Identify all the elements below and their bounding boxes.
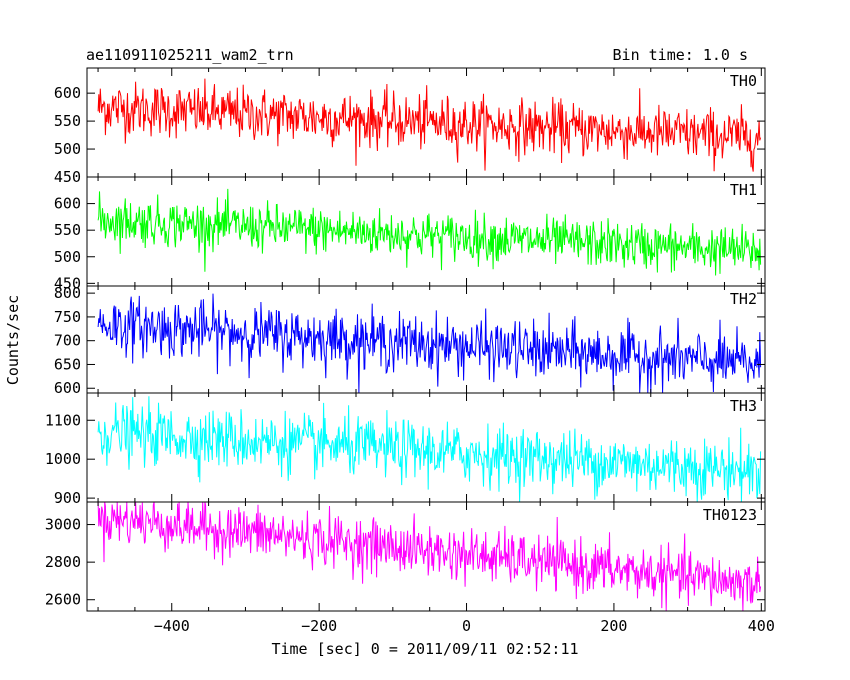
series-line-th1 <box>97 188 762 276</box>
series-line-th0123 <box>97 501 762 612</box>
panel-label: TH1 <box>730 181 757 199</box>
panel-th0123: 2600 2800 3000 TH0123 <box>45 501 766 612</box>
y-tick-label: 1100 <box>45 411 81 429</box>
y-tick-label: 2800 <box>45 553 81 571</box>
y-tick-label: 600 <box>54 195 81 213</box>
x-tick-label: −400 <box>154 617 190 635</box>
y-tick-label: 900 <box>54 489 81 507</box>
panel-th1: 450 500 550 600 TH1 <box>54 176 766 292</box>
y-tick-label: 1000 <box>45 450 81 468</box>
bin-time-label: Bin time: 1.0 s <box>613 46 748 64</box>
y-tick-label: 550 <box>54 112 81 130</box>
y-tick-label: 500 <box>54 140 81 158</box>
y-tick-label: 2600 <box>45 591 81 609</box>
panel-label: TH2 <box>730 290 757 308</box>
panel-th3: 900 1000 1100 TH3 <box>45 392 766 507</box>
x-tick-label: 200 <box>600 617 627 635</box>
series-line-th3 <box>97 396 762 503</box>
y-tick-label: 3000 <box>45 516 81 534</box>
panels-group: 450 500 550 600 TH0 450 500 550 600 TH1 600 650 700 7… <box>45 67 766 612</box>
panel-label: TH3 <box>730 397 757 415</box>
chart-title: ae110911025211_wam2_trn <box>86 46 294 64</box>
series-line-th2 <box>97 293 762 394</box>
panel-th2: 600 650 700 750 800 TH2 <box>54 284 766 397</box>
panel-frame <box>86 501 766 612</box>
y-tick-label: 700 <box>54 332 81 350</box>
panel-label: TH0123 <box>703 506 757 524</box>
panel-th0: 450 500 550 600 TH0 <box>54 67 766 186</box>
y-tick-label: 800 <box>54 284 81 302</box>
y-tick-label: 650 <box>54 355 81 373</box>
y-tick-label: 550 <box>54 221 81 239</box>
x-axis: −400 −200 0 200 400 <box>154 617 775 635</box>
x-tick-label: 0 <box>462 617 471 635</box>
x-tick-label: −200 <box>301 617 337 635</box>
x-axis-label: Time [sec] 0 = 2011/09/11 02:52:11 <box>271 640 578 658</box>
x-tick-label: 400 <box>748 617 775 635</box>
y-tick-label: 750 <box>54 308 81 326</box>
panel-frame <box>86 176 766 287</box>
y-tick-label: 600 <box>54 379 81 397</box>
y-tick-label: 600 <box>54 84 81 102</box>
y-tick-label: 450 <box>54 168 81 186</box>
panel-label: TH0 <box>730 72 757 90</box>
y-tick-label: 450 <box>54 274 81 292</box>
series-line-th0 <box>97 78 762 172</box>
y-tick-label: 500 <box>54 248 81 266</box>
y-axis-label: Counts/sec <box>4 295 22 385</box>
